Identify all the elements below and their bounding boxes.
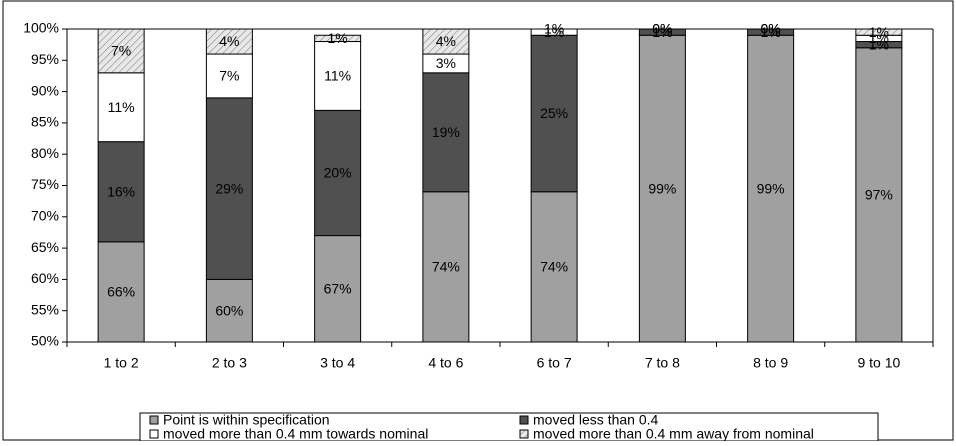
legend-label: moved more than 0.4 mm towards nominal xyxy=(163,426,428,441)
data-label: 4% xyxy=(219,33,239,49)
data-label: 99% xyxy=(648,180,676,196)
bar-segment xyxy=(97,28,145,74)
bar-segment xyxy=(422,28,470,55)
bar-segment xyxy=(314,41,362,111)
x-tick-label: 7 to 8 xyxy=(645,355,680,371)
bar-segment xyxy=(638,28,686,36)
legend-box xyxy=(139,412,879,442)
x-tick-label: 6 to 7 xyxy=(537,355,572,371)
data-label: 66% xyxy=(107,284,135,300)
legend-swatch xyxy=(519,429,529,439)
x-tick-label: 2 to 3 xyxy=(212,355,247,371)
data-label: 3% xyxy=(436,55,456,71)
bar-segment xyxy=(638,34,686,343)
bar-segment xyxy=(422,72,470,193)
x-tick-label: 4 to 6 xyxy=(428,355,463,371)
data-label: 99% xyxy=(757,180,785,196)
bar-segment xyxy=(530,34,578,193)
bar-segment xyxy=(855,47,903,343)
bar-segment xyxy=(314,34,362,43)
x-tick-label: 3 to 4 xyxy=(320,355,355,371)
legend-label: moved more than 0.4 mm away from nominal xyxy=(533,426,814,441)
data-label: 19% xyxy=(432,124,460,140)
y-tick-label: 80% xyxy=(31,145,59,161)
bar-segment xyxy=(530,28,578,36)
y-tick-label: 90% xyxy=(31,82,59,98)
bar-segment xyxy=(422,191,470,343)
y-tick-label: 100% xyxy=(23,20,59,36)
y-tick-label: 65% xyxy=(31,239,59,255)
x-tick-label: 1 to 2 xyxy=(104,355,139,371)
legend-label: Point is within specification xyxy=(163,412,330,428)
y-tick-label: 85% xyxy=(31,114,59,130)
bar-segment xyxy=(314,235,362,343)
data-label: 74% xyxy=(540,259,568,275)
legend-swatch xyxy=(519,415,529,425)
data-label: 0% xyxy=(652,21,672,37)
legend-label: moved less than 0.4 xyxy=(533,412,659,428)
data-label: 29% xyxy=(215,180,243,196)
data-label: 16% xyxy=(107,183,135,199)
data-label: 60% xyxy=(215,302,243,318)
x-tick-label: 8 to 9 xyxy=(753,355,788,371)
data-label: 1% xyxy=(544,24,564,40)
data-label: 7% xyxy=(111,43,131,59)
data-label: 11% xyxy=(108,99,135,115)
data-label: 0% xyxy=(761,21,781,37)
legend-swatch xyxy=(149,429,159,439)
bar-segment xyxy=(97,141,145,243)
data-label: 74% xyxy=(432,259,460,275)
legend-swatch xyxy=(149,415,159,425)
data-label: 7% xyxy=(219,68,239,84)
data-label: 11% xyxy=(324,68,351,84)
data-label: 1% xyxy=(761,24,781,40)
data-label: 20% xyxy=(324,165,352,181)
y-tick-label: 50% xyxy=(31,333,59,349)
bar-segment xyxy=(205,53,253,99)
data-label: 67% xyxy=(324,280,352,296)
bar-segment xyxy=(747,34,795,343)
data-label: 97% xyxy=(865,187,893,203)
data-label: 1% xyxy=(328,30,348,46)
bar-segment xyxy=(205,28,253,55)
data-label: 25% xyxy=(540,105,568,121)
bar-segment xyxy=(747,28,795,36)
y-tick-label: 75% xyxy=(31,176,59,192)
bar-segment xyxy=(855,28,903,36)
y-tick-label: 60% xyxy=(31,270,59,286)
data-label: 0% xyxy=(761,21,781,37)
data-label: 1% xyxy=(544,21,564,37)
x-tick-label: 9 to 10 xyxy=(857,355,900,371)
bar-segment xyxy=(97,241,145,343)
y-tick-label: 70% xyxy=(31,208,59,224)
data-label: 1% xyxy=(652,24,672,40)
y-tick-label: 95% xyxy=(31,51,59,67)
bar-segment xyxy=(314,109,362,237)
bar-segment xyxy=(205,278,253,343)
data-label: 0% xyxy=(652,21,672,37)
y-tick-label: 55% xyxy=(31,301,59,317)
data-label: 4% xyxy=(436,33,456,49)
bar-segment xyxy=(97,72,145,143)
data-label: 1% xyxy=(869,24,889,40)
